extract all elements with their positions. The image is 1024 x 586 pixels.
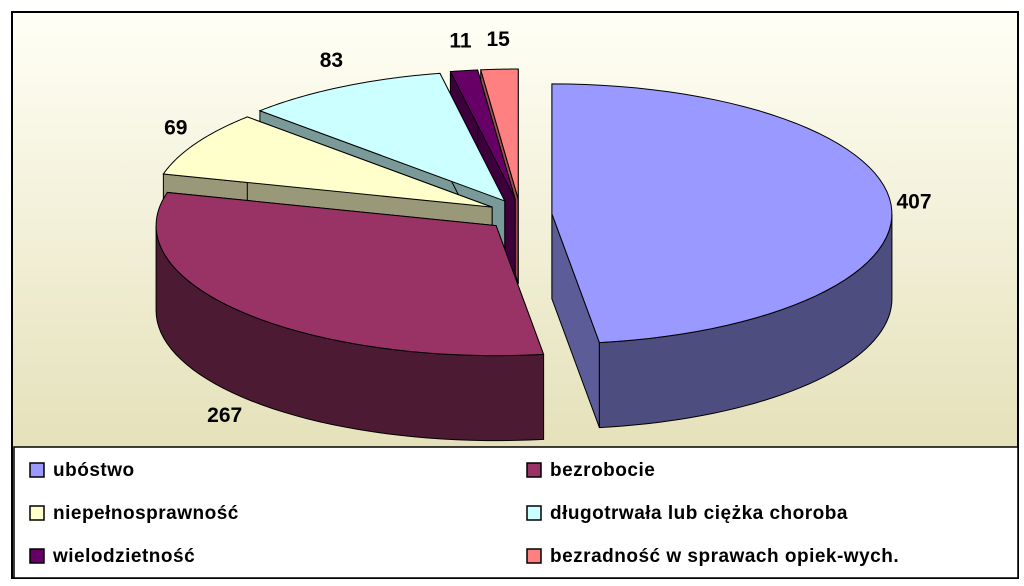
slice: [551, 83, 893, 429]
data-label: 69: [164, 117, 187, 140]
slice-top: [162, 116, 493, 208]
data-label: 11: [449, 30, 472, 53]
slice-top: [258, 72, 506, 202]
legend-swatch: [29, 462, 45, 478]
data-label: 407: [897, 190, 932, 213]
slice-top: [551, 83, 893, 344]
legend-label: długotrwała lub ciężka choroba: [550, 503, 848, 524]
data-label: 267: [207, 404, 242, 427]
legend-swatch: [526, 505, 542, 521]
legend-label: bezradność w sprawach opiek-wych.: [550, 546, 899, 567]
data-label: 83: [320, 49, 343, 72]
legend-items: ubóstwo bezrobocie niepełnosprawność długot…: [29, 460, 899, 567]
legend-label: niepełnosprawność: [53, 503, 239, 524]
slice: [155, 191, 545, 442]
legend-swatch: [29, 548, 45, 564]
legend: [13, 446, 1019, 579]
legend-label: wielodzietność: [52, 546, 195, 567]
legend-label: bezrobocie: [550, 460, 655, 481]
slice-top: [155, 191, 545, 357]
legend-swatch: [526, 462, 542, 478]
legend-swatch: [29, 505, 45, 521]
slice-top: [449, 69, 516, 200]
pie: 407 267 69 83 11 15: [155, 28, 932, 442]
slice-top: [480, 68, 519, 200]
data-label: 15: [486, 28, 510, 51]
legend-label: ubóstwo: [53, 460, 135, 481]
legend-swatch: [526, 548, 542, 564]
